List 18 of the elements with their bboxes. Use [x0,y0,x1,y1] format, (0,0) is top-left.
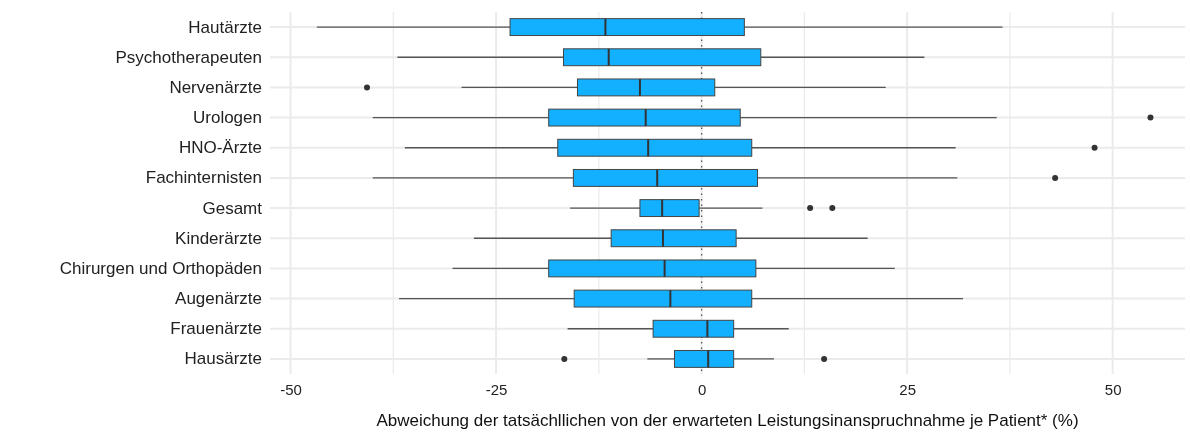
y-tick-label: HNO-Ärzte [178,138,262,158]
y-tick-label: Hausärzte [184,349,262,369]
x-tick-label: -25 [485,380,508,398]
y-tick-label: Urologen [193,108,262,128]
x-tick-label: 25 [899,380,916,398]
y-tick-label: Nervenärzte [169,77,262,97]
y-tick-label: Fachinternisten [145,168,262,188]
y-tick-label: Augenärzte [175,289,262,309]
y-tick-label: Chirurgen und Orthopäden [59,258,262,278]
x-tick-label: -50 [280,380,302,398]
y-tick-label: Kinderärzte [175,228,262,248]
y-tick-label: Gesamt [202,198,263,218]
y-tick-label: Hautärzte [188,17,262,37]
x-tick-label: 50 [1104,380,1122,398]
y-tick-label: Frauenärzte [170,319,262,339]
x-tick-label: 0 [697,380,707,398]
y-tick-label: Psychotherapeuten [115,47,262,67]
x-axis-title: Abweichung der tatsächllichen von der erwarteten Leistungsinanspruchnahme je Patient* (%) [376,411,1079,430]
